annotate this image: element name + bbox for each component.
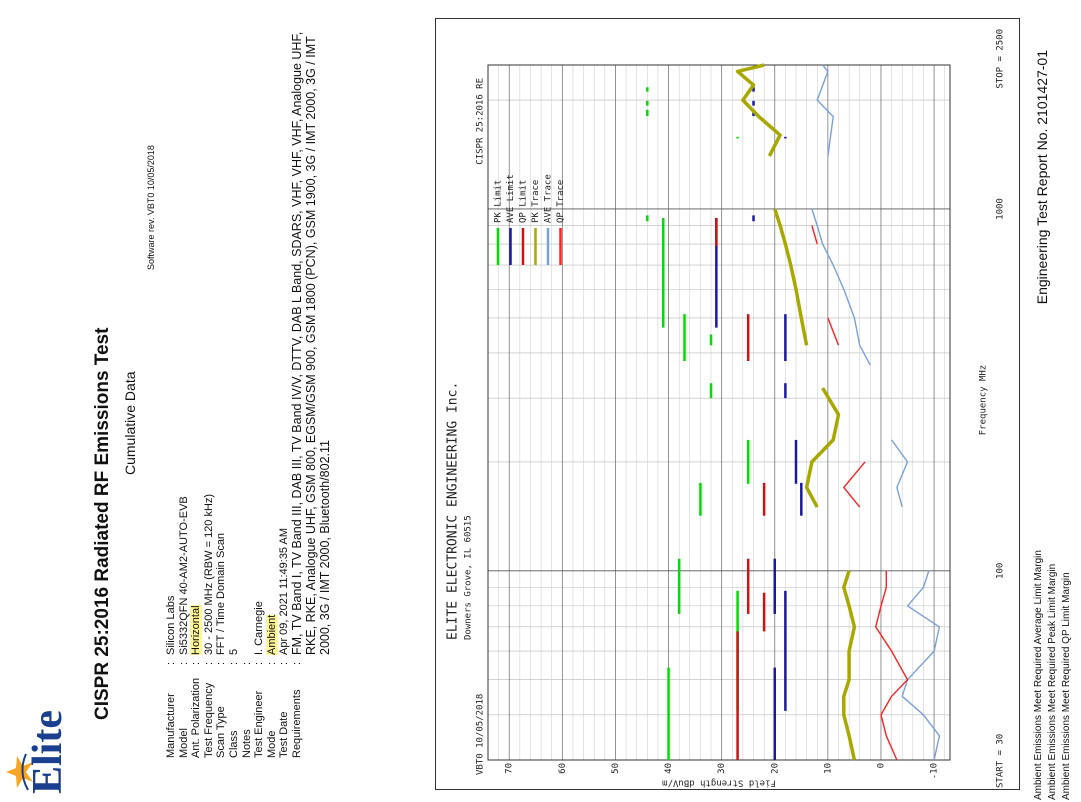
field-value: Si5332QFN 40-AM2-AUTO-EVB [177,496,190,655]
trace [735,63,857,761]
legend-label: PK Limit [494,180,504,223]
field-label: Scan Type [215,706,228,758]
y-tick-label: 60 [558,763,568,774]
field-value: I. Carnegie [253,601,266,655]
field-separator: : [190,661,203,665]
note-line: Ambient Emissions Meet Required Average … [1033,550,1044,800]
field-value: 30 - 2500 MHz (RBW = 120 kHz) [202,493,215,655]
field-label: Ant. Polarization [190,677,203,758]
legend-label: AVE Limit [506,174,516,223]
y-tick-label: 30 [717,763,727,774]
field-separator: : [253,661,266,665]
trace [811,225,909,761]
field-value: FM, TV Band I, TV Band III, DAB III, TV … [290,31,332,655]
field-separator: : [240,661,253,665]
field-separator: : [177,661,190,665]
legend-label: QP Trace [556,180,566,223]
field-separator: : [165,661,177,665]
field-label: Class [228,730,240,758]
chart-title: ELITE ELECTRONIC ENGINEERING Inc. [446,382,461,640]
software-rev: Software rev. VBT0 10/05/2018 [146,145,156,270]
field-value: Horizontal [190,605,203,655]
y-tick-label: 10 [823,763,833,774]
trace [811,64,941,761]
field-separator: : [291,661,303,665]
y-tick-label: 20 [770,763,780,774]
plot-frame [487,64,951,761]
field-value: Silicon Labs [165,595,177,655]
field-value: Ambient [265,614,278,655]
note-line: Ambient Emissions Meet Required QP Limit… [1061,572,1072,800]
x-tick-label: 100 [996,563,1006,579]
field-label: Test Date [278,711,291,758]
logo-star [6,753,33,791]
legend-label: PK Trace [531,180,541,223]
y-tick-label: 40 [664,763,674,774]
annotation: VBT0 10/05/2018 [476,694,486,775]
annotation: CISPR 25:2016 RE [476,78,486,165]
field-value: FFT / Time Domain Scan [215,532,228,655]
note-line: Ambient Emissions Meet Required Peak Lim… [1047,563,1058,800]
subtitle: Cumulative Data [122,371,138,476]
logo: Elite [25,710,71,794]
footer: Engineering Test Report No. 2101427-01 [1034,50,1050,305]
y-tick-label: 70 [505,763,515,774]
legend-label: AVE Trace [544,174,554,223]
y-tick-label: -10 [930,763,940,779]
x-tick-label: 1000 [996,198,1006,220]
field-label: Requirements [291,689,303,758]
field-label: Model [177,728,190,758]
y-tick-label: 50 [611,763,621,774]
x-axis-label: Frequency MHz [979,365,989,435]
notes: Ambient Emissions Meet Required Average … [1032,550,1074,800]
chart: ELITE ELECTRONIC ENGINEERING Inc. Downer… [435,18,1020,790]
x-tick-label: START = 30 [996,734,1006,788]
legend-label: QP Limit [519,180,529,223]
field-label: Mode [265,730,278,758]
chart-subtitle: Downers Grove, IL 60515 [464,515,474,640]
field-separator: : [278,661,291,665]
field-label: Manufacturer [165,693,177,758]
field-separator: : [228,661,240,665]
y-axis-label: Field Strength dBuV/m [662,778,776,788]
x-tick-label: STOP = 2500 [996,29,1006,89]
field-label: Notes [240,729,253,758]
field-separator: : [265,661,278,665]
field-value: Apr 09, 2021 11:49:35 AM [278,528,291,655]
field-label: Test Engineer [253,690,266,758]
title: CISPR 25:2016 Radiated RF Emissions Test [92,327,113,720]
field-label: Test Frequency [202,682,215,758]
field-separator: : [202,661,215,665]
field-separator: : [215,661,228,665]
y-tick-label: 0 [876,763,886,768]
field-value: 5 [228,648,240,655]
